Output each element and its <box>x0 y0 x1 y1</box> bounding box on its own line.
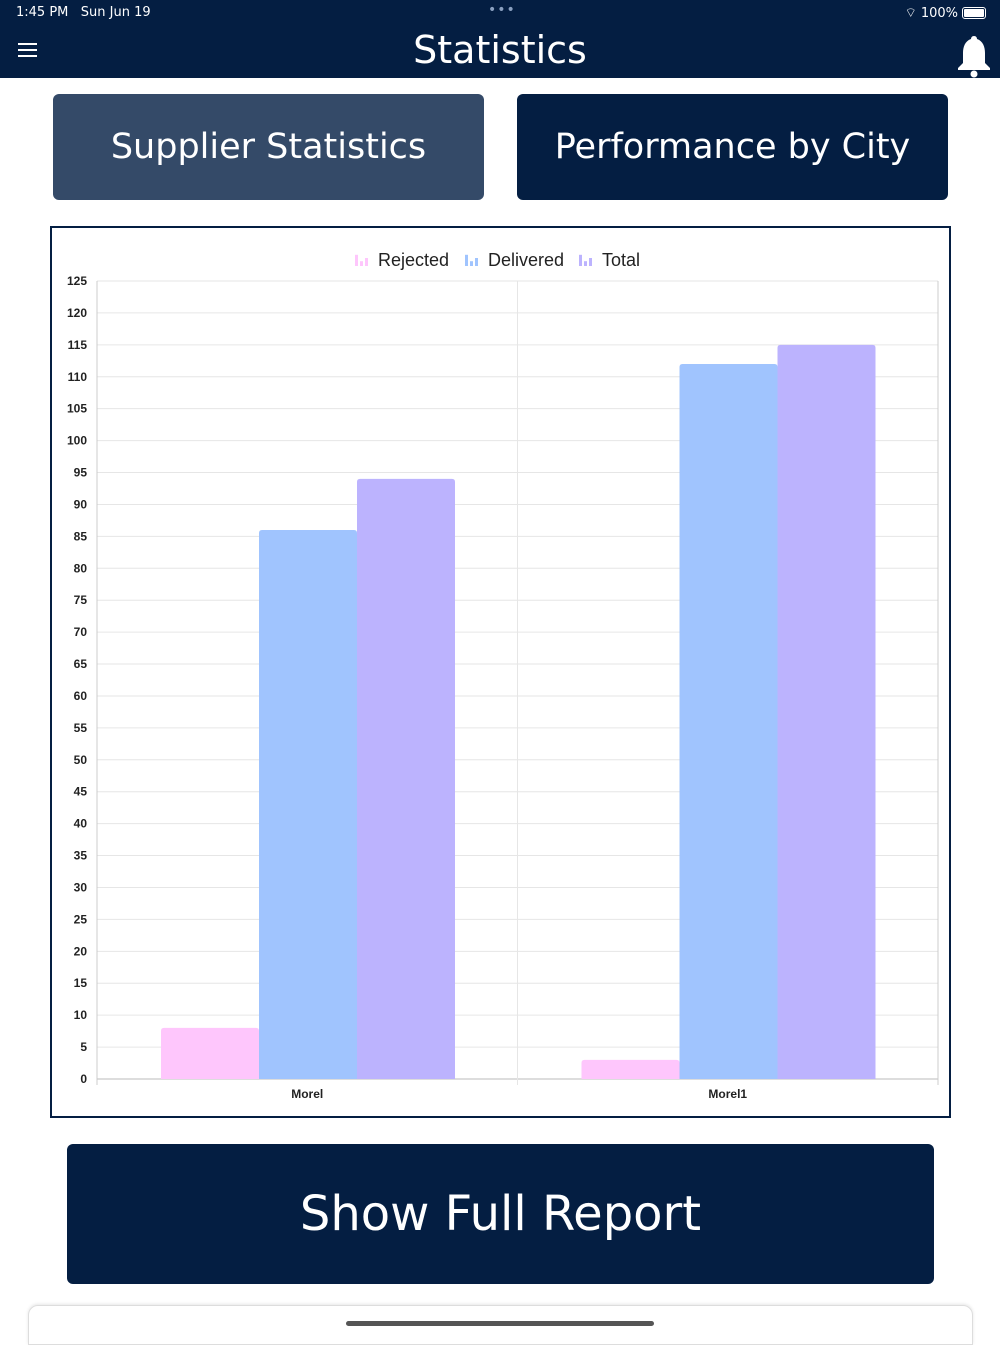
status-time: 1:45 PM Sun Jun 19 <box>16 5 151 20</box>
legend-icon <box>470 261 473 266</box>
y-tick-label: 95 <box>74 466 88 480</box>
legend-icon <box>355 254 358 266</box>
tab-supplier-statistics[interactable]: Supplier Statistics <box>53 94 484 200</box>
y-tick-label: 75 <box>74 593 88 607</box>
y-tick-label: 105 <box>67 402 87 416</box>
y-tick-label: 10 <box>74 1008 88 1022</box>
legend-icon <box>579 254 582 266</box>
legend-icon <box>589 258 592 266</box>
bar-total <box>777 344 876 1080</box>
tab-performance-by-city[interactable]: Performance by City <box>517 94 948 200</box>
battery-icon <box>962 7 986 19</box>
legend-icon <box>584 261 587 266</box>
bar-delivered <box>679 363 778 1079</box>
y-tick-label: 25 <box>74 912 88 926</box>
multitask-dots-icon[interactable]: ••• <box>488 2 516 18</box>
y-tick-label: 20 <box>74 944 88 958</box>
y-tick-label: 85 <box>74 529 88 543</box>
y-tick-label: 60 <box>74 689 88 703</box>
legend-label: Delivered <box>488 250 564 270</box>
y-tick-label: 55 <box>74 721 88 735</box>
y-tick-label: 5 <box>80 1040 87 1054</box>
battery-percent: 100% <box>920 5 958 21</box>
bar-delivered <box>259 529 357 1079</box>
show-full-report-button[interactable]: Show Full Report <box>67 1144 934 1284</box>
legend-icon <box>475 258 478 266</box>
legend-label: Total <box>602 250 640 270</box>
y-tick-label: 15 <box>74 976 88 990</box>
y-tick-label: 90 <box>74 497 88 511</box>
x-tick-label: Morel <box>291 1087 323 1101</box>
y-tick-label: 50 <box>74 753 88 767</box>
y-tick-label: 120 <box>67 306 87 320</box>
bell-icon[interactable] <box>954 34 994 78</box>
y-tick-label: 45 <box>74 785 88 799</box>
x-tick-label: Morel1 <box>708 1087 747 1101</box>
legend-label: Rejected <box>378 250 449 270</box>
legend-icon <box>360 261 363 266</box>
y-tick-label: 40 <box>74 817 88 831</box>
y-tick-label: 65 <box>74 657 88 671</box>
date: Sun Jun 19 <box>80 5 151 20</box>
y-tick-label: 100 <box>67 434 87 448</box>
home-indicator <box>346 1321 654 1326</box>
y-tick-label: 125 <box>67 274 87 288</box>
bar-chart: 0 5 10 15 20 25 30 35 40 45 50 55 60 65 70 75 80 85 90 95 10… <box>67 250 939 1101</box>
wifi-icon: ⌔ <box>904 6 917 21</box>
y-tick-label: 115 <box>68 338 88 352</box>
y-tick-label: 80 <box>74 561 88 575</box>
legend-icon <box>465 254 468 266</box>
legend-icon <box>365 258 368 266</box>
y-tick-label: 30 <box>74 880 88 894</box>
page-title: Statistics <box>413 28 587 72</box>
y-tick-label: 70 <box>74 625 88 639</box>
y-tick-label: 35 <box>74 849 88 863</box>
y-tick-label: 110 <box>68 370 88 384</box>
status-right: ⌔ 100% <box>905 5 986 21</box>
y-tick-label: 0 <box>80 1072 87 1086</box>
chart-container: 0 5 10 15 20 25 30 35 40 45 50 55 60 65 70 75 80 85 90 95 10… <box>50 226 951 1118</box>
bar-total <box>357 478 455 1079</box>
top-bar: 1:45 PM Sun Jun 19 ••• ⌔ 100% Statistics <box>0 0 1000 78</box>
time: 1:45 PM <box>16 5 69 20</box>
bar-rejected <box>161 1027 259 1079</box>
bar-rejected <box>581 1059 680 1079</box>
menu-icon[interactable] <box>18 43 37 61</box>
